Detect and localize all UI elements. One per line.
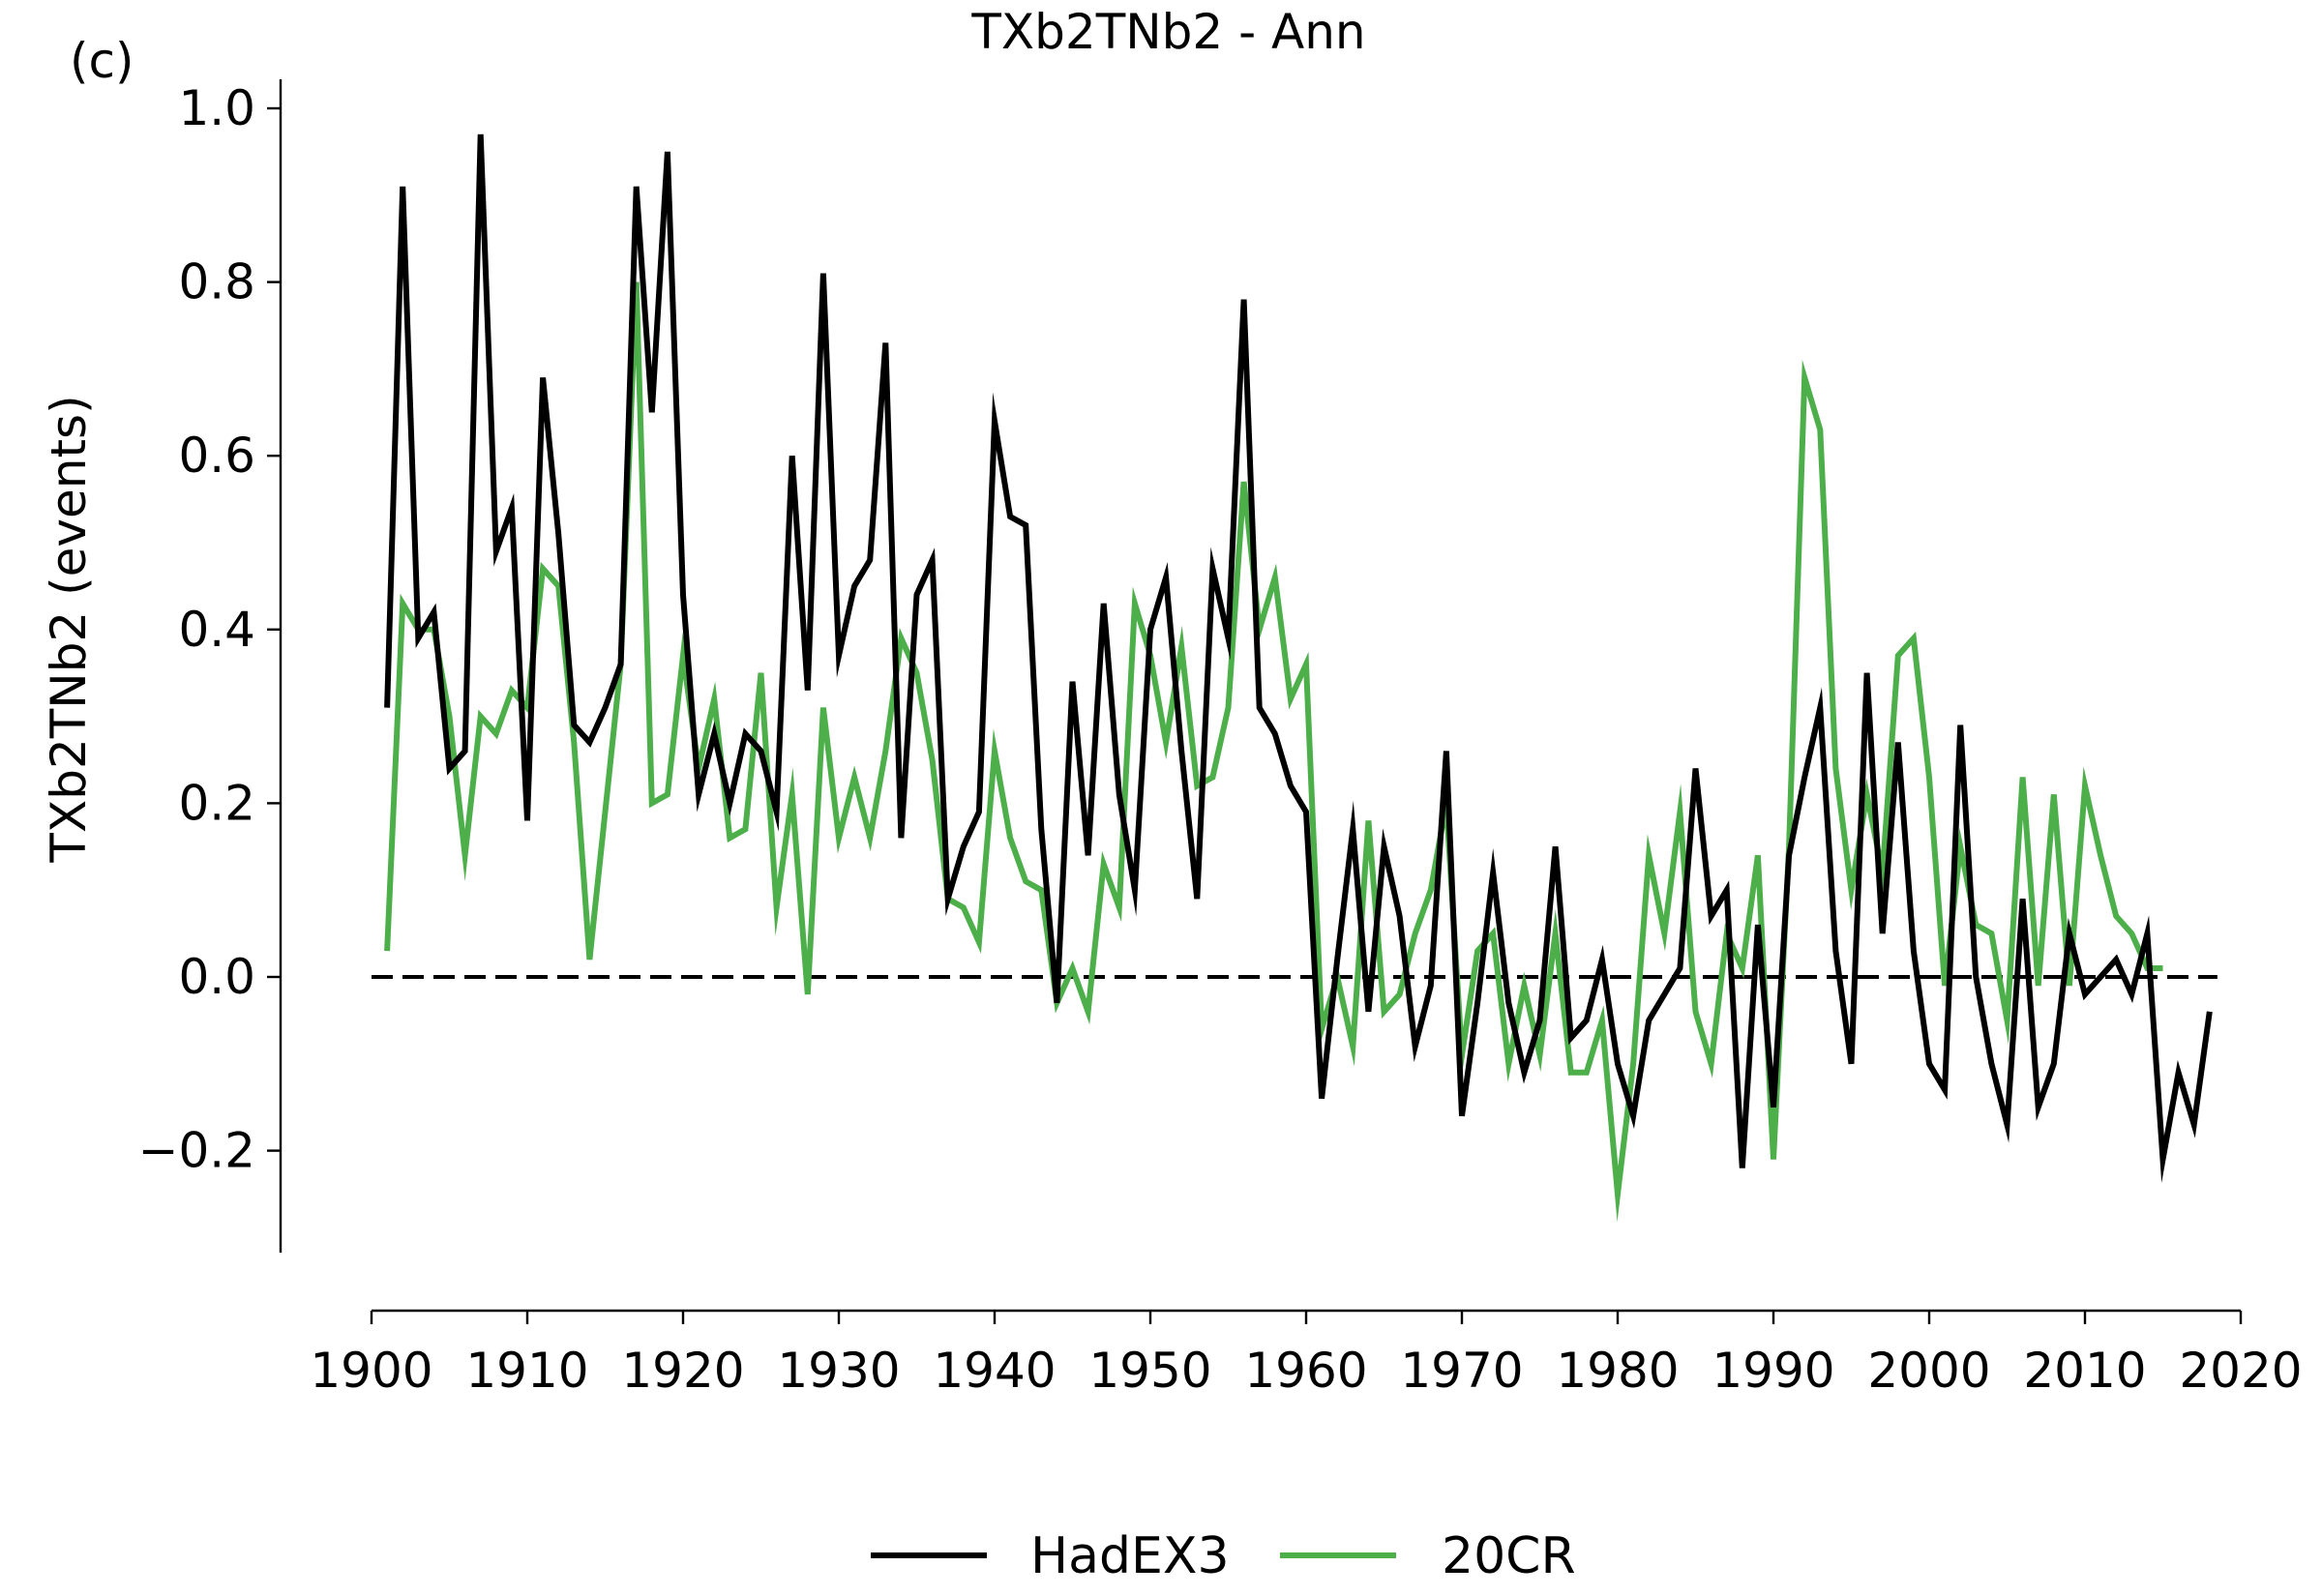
x-tick-label: 2010 (2023, 1343, 2146, 1399)
x-tick-label: 2020 (2179, 1343, 2302, 1399)
x-tick-label: 1920 (621, 1343, 744, 1399)
y-tick-label: 0.2 (178, 775, 255, 831)
y-axis-label: TXb2TNb2 (events) (41, 395, 97, 863)
legend-label-hadex3: HadEX3 (1030, 1527, 1230, 1585)
y-tick-label: 0.0 (178, 949, 255, 1005)
legend-label-20cr: 20CR (1442, 1527, 1576, 1585)
x-tick-label: 1980 (1556, 1343, 1679, 1399)
y-tick-label: 0.8 (178, 254, 255, 310)
x-tick-label: 1940 (933, 1343, 1056, 1399)
x-tick-label: 1900 (310, 1343, 432, 1399)
series-line-20cr (384, 281, 2163, 1223)
x-tick-label: 1960 (1244, 1343, 1367, 1399)
x-tick-label: 1950 (1088, 1343, 1211, 1399)
x-tick-label: 1930 (777, 1343, 900, 1399)
x-axis: 1900 1910 1920 1930 1940 1950 1960 1970 1980 1990… (310, 1309, 2303, 1399)
series-line-hadex3 (384, 133, 2213, 1183)
x-tick-label: 1970 (1400, 1343, 1523, 1399)
y-tick-label: 1.0 (178, 80, 255, 136)
x-tick-label: 2000 (1867, 1343, 1990, 1399)
legend: HadEX3 20CR (871, 1527, 1576, 1585)
x-tick-label: 1910 (465, 1343, 588, 1399)
y-tick-label: −0.2 (138, 1123, 255, 1179)
plot-area (372, 133, 2218, 1223)
chart-title: TXb2TNb2 - Ann (970, 4, 1365, 60)
y-tick-label: 0.6 (178, 428, 255, 484)
panel-label: (c) (70, 33, 134, 89)
x-tick-label: 1990 (1712, 1343, 1834, 1399)
y-axis: −0.2 0.0 0.2 0.4 0.6 0.8 1.0 (138, 79, 283, 1253)
y-tick-label: 0.4 (178, 602, 255, 658)
